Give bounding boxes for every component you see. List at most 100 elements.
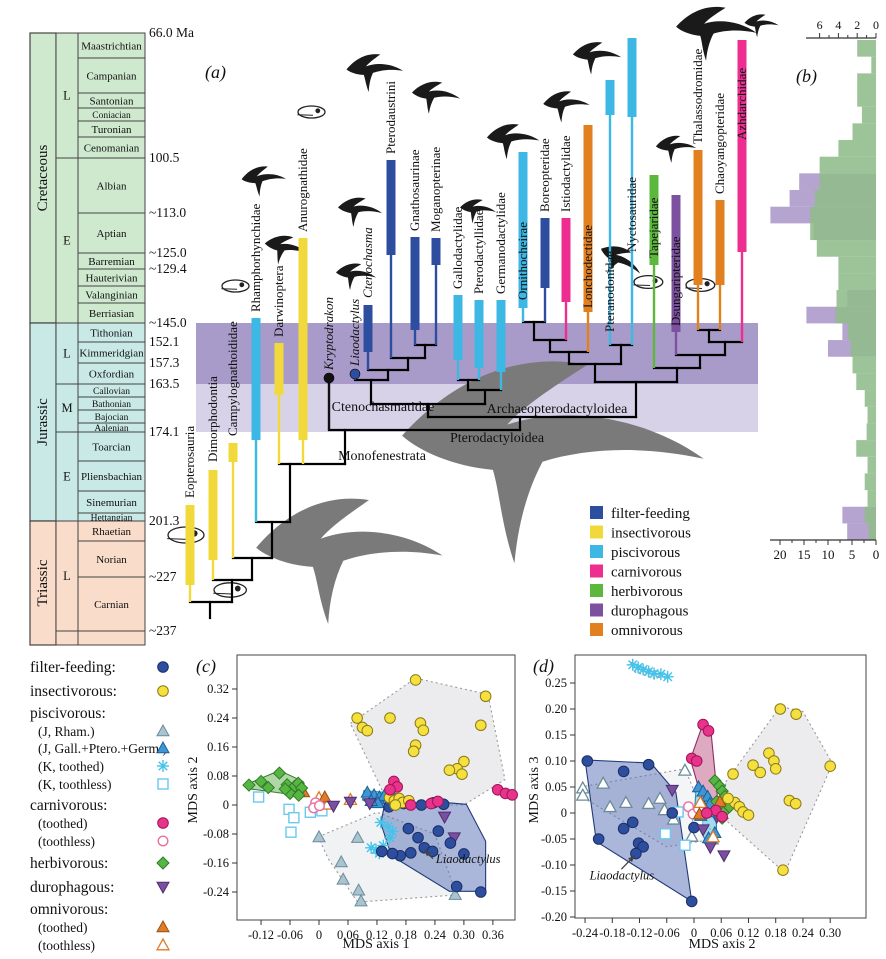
scatter-point (278, 782, 292, 796)
taxon-range-bar (453, 295, 463, 360)
taxon-label: Gallodactylidae (450, 206, 465, 289)
pterosaur-silhouette (412, 81, 460, 114)
scatter-legend-label: (toothed) (38, 816, 88, 831)
clade-label: Archaeopterodactyloidea (487, 402, 628, 417)
asterisk-spoke (383, 822, 393, 832)
scatter-point (652, 791, 668, 804)
scatter-point (769, 763, 782, 775)
taxon-label: Rhamphorhynchidae (248, 203, 263, 312)
scatter-point (407, 745, 420, 758)
pterosaur-silhouette (256, 498, 443, 625)
liaodactylus-annotation: Liaodactylus (435, 852, 501, 866)
scatter-legend-label: herbivorous: (30, 855, 108, 872)
taxon-label: Dimorphodontia (205, 376, 220, 462)
scatter-point (157, 835, 169, 847)
axis-tick-label: -0.05 (541, 832, 567, 846)
taxon-label: Tapejaridae (646, 197, 661, 258)
taxon-range-bar (363, 305, 373, 352)
taxon-label: Ornithocheirae (515, 222, 530, 300)
pterosaur-silhouette (338, 197, 382, 227)
scatter-point (156, 723, 170, 737)
taxon-range-bar (605, 80, 615, 115)
histogram-bar-green (810, 206, 876, 224)
diet-legend-swatch (590, 623, 603, 636)
histogram-bar-green (857, 40, 876, 57)
scatter-point (404, 847, 417, 859)
scatter-point (432, 825, 445, 837)
boundary-age-label: 174.1 (149, 424, 179, 439)
axis-tick-label: -0.08 (203, 827, 229, 841)
mds-axis2-label-d: MDS axis 2 (689, 937, 756, 952)
diet-legend-label: piscivorous (611, 545, 680, 561)
scatter-point (641, 796, 656, 810)
histogram-bar-green (864, 506, 876, 524)
scatter-point (637, 841, 649, 853)
taxon-label: Gnathosaurinae (407, 149, 422, 231)
taxon-label: Liaodactylus (347, 299, 362, 367)
axis-tick-label: -0.06 (277, 928, 303, 942)
histogram-bar-green (838, 140, 876, 157)
scatter-point (156, 881, 170, 895)
skull-eye (239, 282, 245, 288)
pterosaur-silhouette (460, 199, 496, 224)
axis-tick-label: 0.20 (545, 702, 567, 716)
scatter-point (626, 816, 639, 829)
diet-legend-label: durophagous (611, 604, 689, 620)
asterisk-spoke (638, 664, 648, 675)
axis-tick-label: 0.18 (395, 928, 417, 942)
scatter-point (443, 764, 456, 777)
scatter-point (261, 780, 275, 795)
epoch-label: M (61, 401, 72, 415)
scatter-point (288, 811, 300, 824)
stage-label: Tithonian (90, 327, 133, 339)
scatter-legend-label: insectivorous: (30, 683, 117, 700)
scatter-legend-label: (J, Gall.+Ptero.+Germ.) (38, 741, 167, 756)
taxon-range-bar (496, 300, 506, 372)
boundary-age-label: ~237 (149, 623, 177, 638)
scatter-point (384, 831, 397, 844)
annotation-arrowhead (424, 849, 431, 857)
pterosaur-skull-sketch (213, 582, 248, 598)
scatter-point (705, 829, 721, 843)
boundary-age-label: 201.3 (149, 513, 180, 528)
mds-axis2-label-c: MDS axis 2 (186, 757, 201, 824)
scatter-point (156, 856, 170, 870)
scatter-point (361, 724, 374, 737)
scatter-point (717, 850, 731, 863)
asterisk-spoke (385, 832, 395, 843)
scatter-point (450, 880, 463, 893)
asterisk-spoke (656, 669, 666, 679)
histogram-bar-green (810, 223, 876, 241)
axis-tick-label: 0.32 (207, 682, 229, 696)
scatter-point (156, 740, 170, 754)
scatter-legend-label: filter-feeding: (30, 659, 116, 676)
scatter-point (581, 755, 594, 767)
taxon-range-bar (208, 470, 218, 560)
scatter-point (617, 822, 630, 835)
histogram-bar-green (819, 173, 876, 191)
axis-tick-label: -0.18 (599, 926, 625, 940)
panel-c-label: (c) (196, 656, 216, 677)
taxon-label: Thalassodromidae (690, 48, 705, 144)
histogram-bar-green (835, 306, 876, 324)
taxon-range-bar (583, 125, 593, 312)
scatter-point (402, 822, 415, 835)
pterosaur-silhouette (676, 6, 757, 61)
stage-label: Barremian (88, 256, 135, 268)
histogram-bar-green (856, 440, 876, 457)
scatter-point (157, 778, 169, 790)
stage-label: Valanginian (85, 289, 138, 301)
epoch-label: L (63, 569, 71, 583)
skull-jaw (633, 284, 651, 287)
scatter-point (677, 763, 693, 776)
scatter-point (252, 791, 265, 803)
scatter-point (665, 784, 680, 798)
taxon-range-bar (431, 238, 441, 265)
scatter-point (789, 797, 802, 810)
axis-tick-label: 4 (835, 18, 841, 32)
histogram-bar-green (868, 523, 876, 541)
stage-label: Maastrichtian (81, 40, 142, 52)
histogram-bar-green (852, 123, 876, 141)
taxon-range-bar (561, 218, 571, 302)
